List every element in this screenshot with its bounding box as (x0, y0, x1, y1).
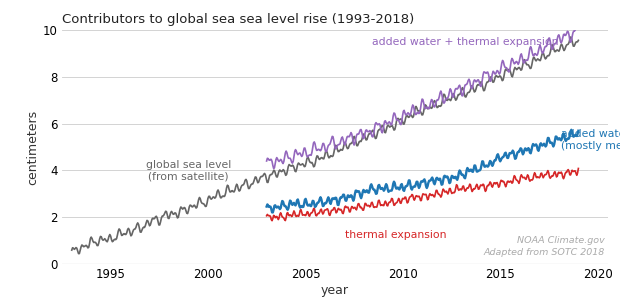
X-axis label: year: year (321, 284, 349, 297)
Text: NOAA Climate.gov
Adapted from SOTC 2018: NOAA Climate.gov Adapted from SOTC 2018 (484, 236, 605, 257)
Text: added water
(mostly meltwater): added water (mostly meltwater) (561, 129, 620, 151)
Text: Contributors to global sea sea level rise (1993-2018): Contributors to global sea sea level ris… (62, 13, 414, 26)
Text: global sea level
(from satellite): global sea level (from satellite) (146, 160, 231, 182)
Text: thermal expansion: thermal expansion (345, 230, 446, 240)
Text: added water + thermal expansion: added water + thermal expansion (372, 37, 559, 47)
Y-axis label: centimeters: centimeters (26, 109, 39, 185)
